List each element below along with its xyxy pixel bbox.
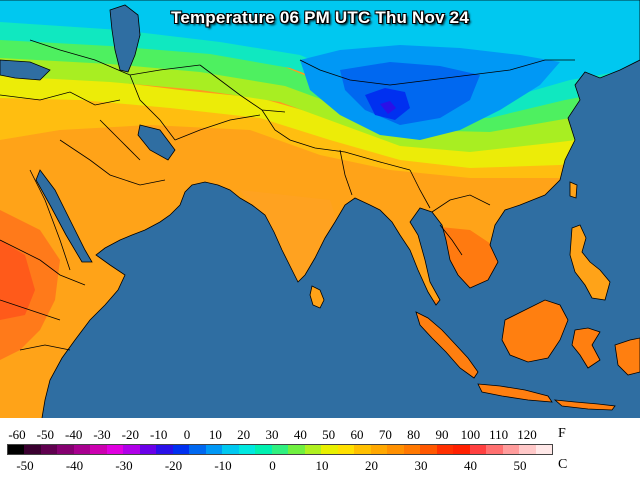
color-swatch [337, 445, 355, 454]
color-swatch [354, 445, 371, 454]
color-swatch [420, 445, 437, 454]
color-swatch [40, 445, 58, 454]
color-swatch [288, 445, 305, 454]
color-swatch [271, 445, 289, 454]
color-swatch [486, 445, 503, 454]
fahrenheit-tick: 100 [460, 427, 481, 442]
fahrenheit-tick: 110 [489, 427, 509, 442]
celsius-tick: 0 [269, 458, 276, 473]
color-swatch [73, 445, 91, 454]
color-swatch [156, 445, 173, 454]
celsius-tick: 30 [414, 458, 428, 473]
color-swatch [24, 445, 41, 454]
celsius-tick: -40 [65, 458, 84, 473]
color-swatch [519, 445, 536, 454]
color-swatch [222, 445, 239, 454]
map-canvas [0, 0, 640, 418]
color-swatch [502, 445, 520, 454]
celsius-tick: -30 [115, 458, 133, 473]
fahrenheit-tick: 20 [237, 427, 251, 442]
map-title: Temperature 06 PM UTC Thu Nov 24 [171, 8, 469, 27]
fahrenheit-tick: 80 [407, 427, 421, 442]
fahrenheit-tick: 50 [322, 427, 336, 442]
fahrenheit-tick: 90 [435, 427, 449, 442]
temperature-map: Temperature 06 PM UTC Thu Nov 24 [0, 0, 640, 418]
color-swatch [172, 445, 190, 454]
fahrenheit-tick: 40 [293, 427, 307, 442]
color-swatch [453, 445, 470, 454]
fahrenheit-tick: -10 [149, 427, 168, 442]
celsius-tick: 40 [464, 458, 477, 473]
color-scale-bar [7, 444, 553, 455]
celsius-unit-label: C [558, 457, 568, 472]
color-swatch [370, 445, 388, 454]
color-swatch [106, 445, 124, 454]
color-swatch [205, 445, 223, 454]
color-swatch [403, 445, 421, 454]
color-swatch [139, 445, 157, 454]
celsius-tick: -10 [214, 458, 232, 473]
celsius-tick: 50 [513, 458, 527, 473]
fahrenheit-tick: 70 [378, 427, 392, 442]
fahrenheit-tick: -30 [93, 427, 111, 442]
fahrenheit-tick: 0 [183, 427, 191, 442]
fahrenheit-unit-label: F [558, 426, 566, 441]
fahrenheit-tick: -40 [64, 427, 83, 442]
temperature-legend: -60 -50 -40 -30 -20 -10 0 10 20 30 40 50 60 70 80 90 100… [0, 418, 640, 480]
color-swatch [304, 445, 322, 454]
color-swatch [255, 445, 272, 454]
fahrenheit-tick: 120 [517, 427, 537, 442]
celsius-tick: 20 [365, 458, 378, 473]
color-swatch [321, 445, 338, 454]
color-swatch [469, 445, 487, 454]
color-swatch [238, 445, 256, 454]
celsius-tick: -50 [16, 458, 34, 473]
color-swatch [535, 445, 552, 454]
fahrenheit-tick: -20 [121, 427, 139, 442]
color-swatch [8, 445, 25, 454]
color-swatch [57, 445, 74, 454]
color-swatch [387, 445, 404, 454]
fahrenheit-tick: 30 [265, 427, 279, 442]
fahrenheit-tick: -50 [36, 427, 54, 442]
fahrenheit-tick: 10 [208, 427, 222, 442]
fahrenheit-tick: -60 [8, 427, 26, 442]
celsius-tick: -20 [164, 458, 183, 473]
fahrenheit-tick: 60 [350, 427, 364, 442]
color-swatch [90, 445, 107, 454]
color-swatch [436, 445, 454, 454]
inland-water [0, 4, 176, 263]
celsius-tick: 10 [315, 458, 329, 473]
color-swatch [189, 445, 206, 454]
color-swatch [123, 445, 140, 454]
country-borders [0, 0, 640, 418]
